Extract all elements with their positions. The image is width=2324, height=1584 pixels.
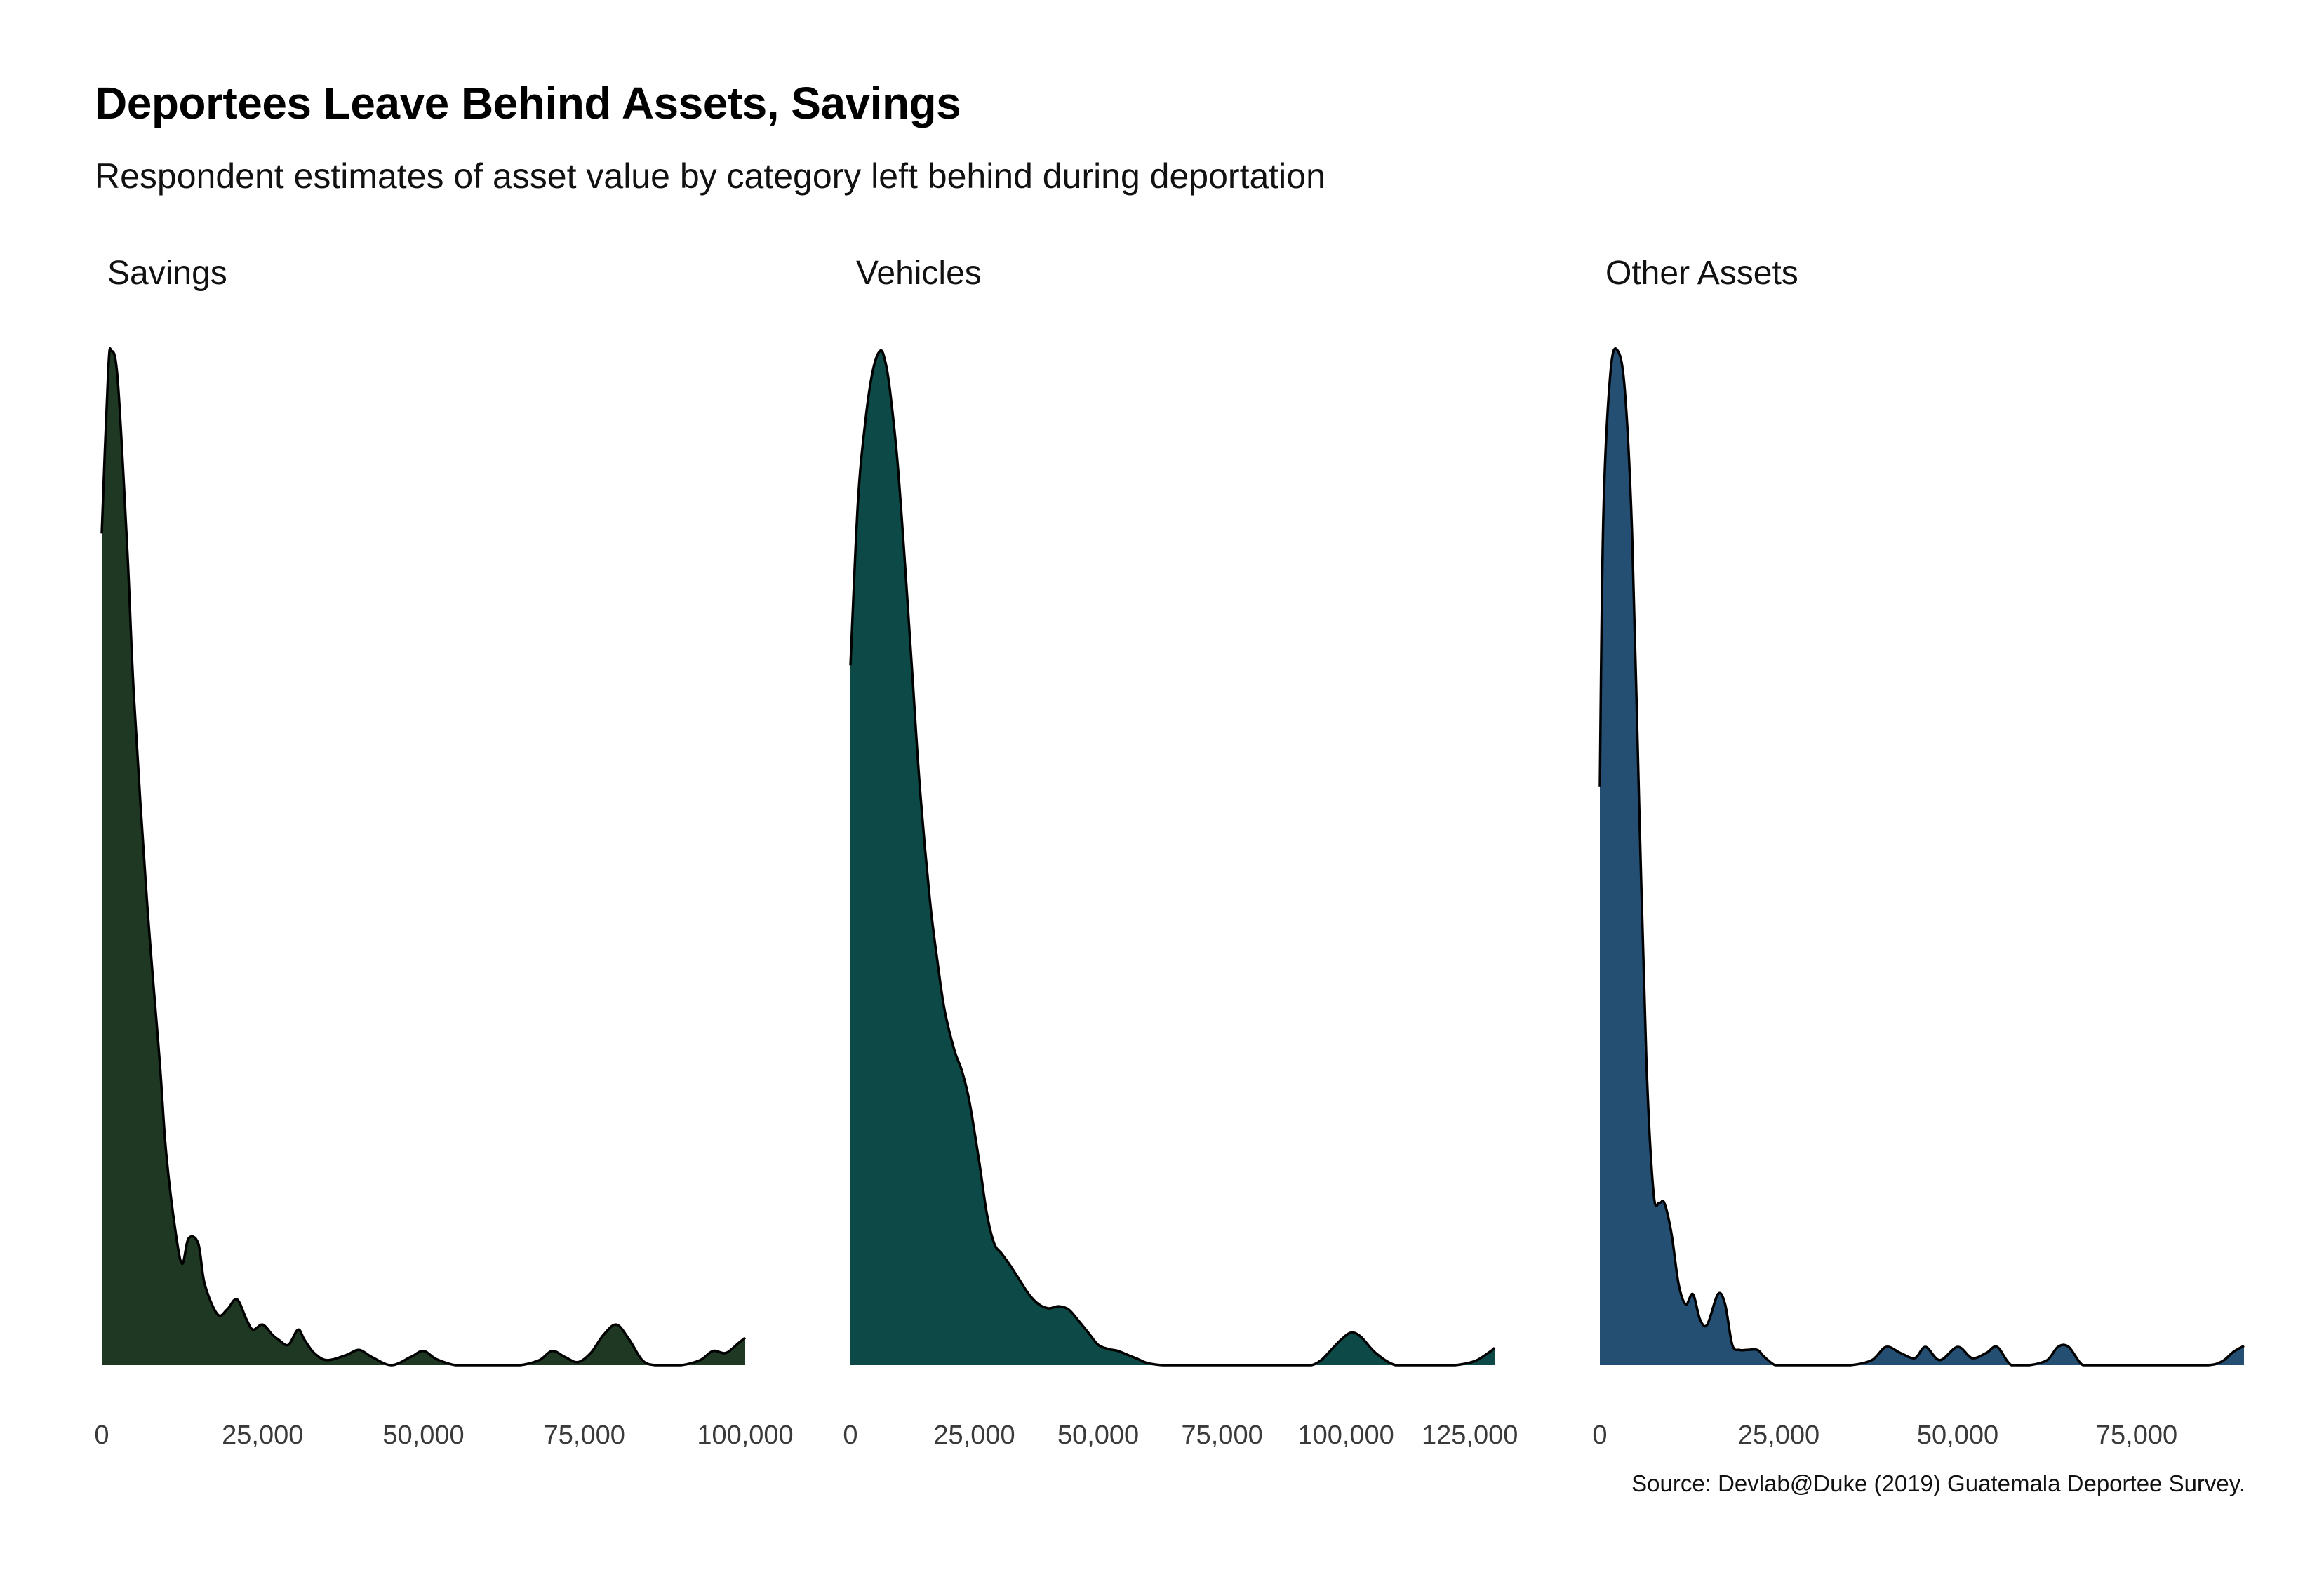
x-tick-label: 0 bbox=[94, 1421, 109, 1450]
x-tick-label: 100,000 bbox=[697, 1421, 793, 1450]
density-line-other-assets bbox=[1598, 347, 2245, 1367]
x-tick-label: 25,000 bbox=[222, 1421, 303, 1450]
facet-label-other-assets: Other Assets bbox=[1605, 255, 1798, 292]
facet-label-vehicles: Vehicles bbox=[856, 255, 982, 292]
chart-title: Deportees Leave Behind Assets, Savings bbox=[95, 78, 961, 128]
density-line-savings bbox=[100, 347, 747, 1367]
density-area-other-assets bbox=[1600, 348, 2244, 1365]
x-tick-label: 125,000 bbox=[1422, 1421, 1518, 1450]
density-area-savings bbox=[102, 348, 745, 1366]
density-area-vehicles bbox=[850, 350, 1495, 1366]
x-tick-label: 100,000 bbox=[1297, 1421, 1394, 1450]
density-line-vehicles bbox=[849, 349, 1496, 1367]
x-tick-label: 50,000 bbox=[382, 1421, 464, 1450]
x-tick-label: 75,000 bbox=[2096, 1421, 2177, 1450]
x-tick-label: 25,000 bbox=[933, 1421, 1015, 1450]
x-tick-label: 0 bbox=[1592, 1421, 1607, 1450]
x-tick-label: 25,000 bbox=[1738, 1421, 1819, 1450]
x-tick-label: 50,000 bbox=[1057, 1421, 1139, 1450]
chart-subtitle: Respondent estimates of asset value by c… bbox=[95, 156, 1325, 196]
source-caption: Source: Devlab@Duke (2019) Guatemala Dep… bbox=[1631, 1470, 2245, 1496]
x-tick-label: 50,000 bbox=[1917, 1421, 1998, 1450]
x-tick-label: 0 bbox=[843, 1421, 857, 1450]
x-tick-label: 75,000 bbox=[544, 1421, 625, 1450]
facet-other-assets: Other Assets 0 25,000 50,000 75,000 bbox=[1592, 255, 2245, 1450]
facet-savings: Savings 0 25,000 50,000 75,000 100,000 bbox=[94, 255, 793, 1450]
facet-vehicles: Vehicles 0 25,000 50,000 75,000 100,000 125,00… bbox=[843, 255, 1518, 1450]
x-tick-label: 75,000 bbox=[1181, 1421, 1262, 1450]
facet-label-savings: Savings bbox=[107, 255, 227, 292]
